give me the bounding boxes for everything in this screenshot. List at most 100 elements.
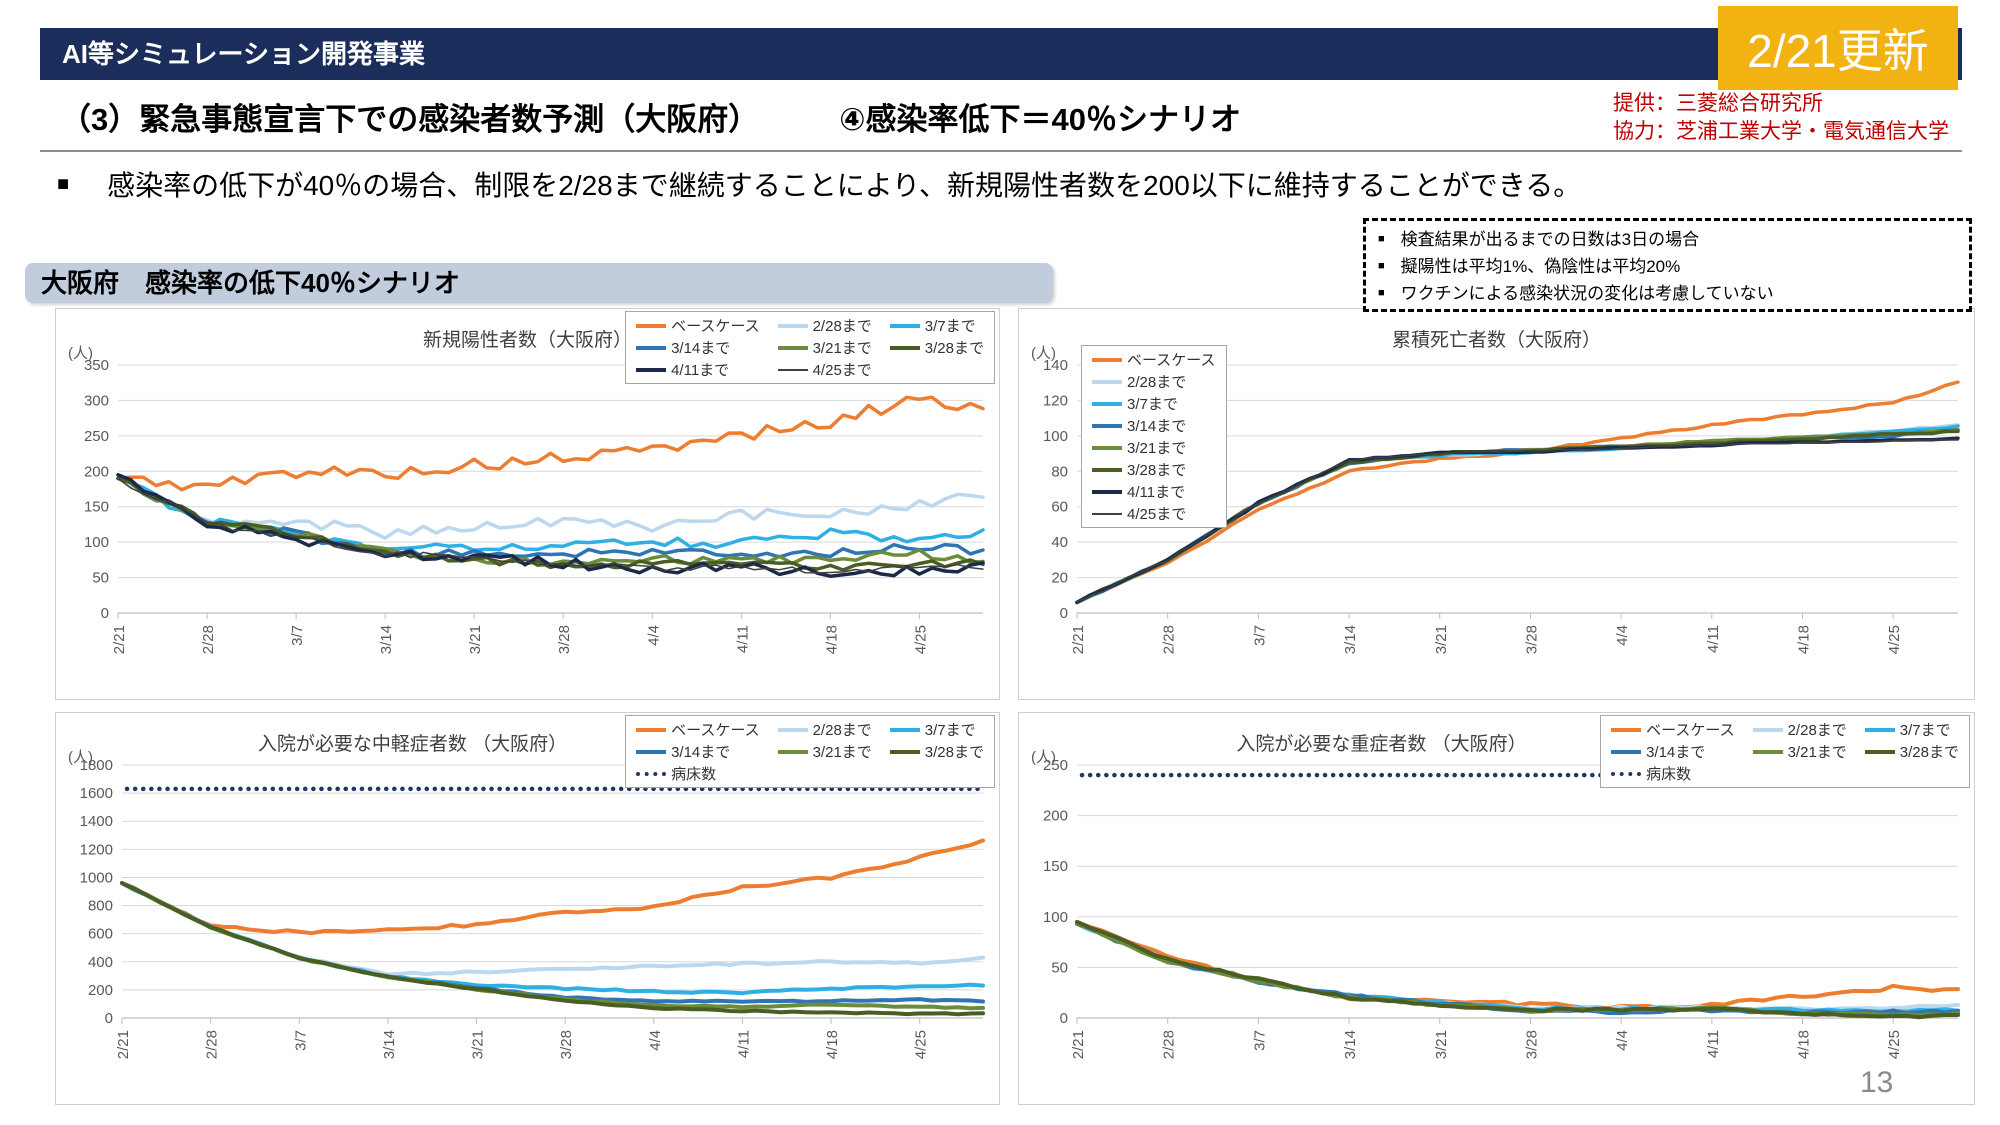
- legend-label: 4/25まで: [812, 362, 872, 379]
- chart-plot-area: 0 50 100 150 200 250 2/21 2/28 3/7 3/14 3/21 3/28 4/…: [1043, 757, 1960, 1059]
- svg-text:200: 200: [1043, 808, 1068, 825]
- svg-text:4/25: 4/25: [1886, 625, 1903, 654]
- legend-swatch-icon: [636, 323, 667, 328]
- legend-item: 3/21まで: [1092, 437, 1216, 458]
- legend-label: ベースケース: [1646, 722, 1735, 739]
- legend-item: 3/28まで: [889, 337, 984, 358]
- legend-item: 3/7まで: [1092, 393, 1216, 414]
- chart-legend: ベースケース 2/28まで 3/7まで 3/14まで 3/21まで 3/28まで 病床数: [1600, 715, 1970, 788]
- svg-text:4/25: 4/25: [1886, 1030, 1903, 1059]
- chart-legend: ベースケース 2/28まで 3/7まで 3/14まで 3/21まで 3/28まで 4/11ま…: [1081, 345, 1227, 528]
- legend-item: 3/7まで: [889, 719, 984, 740]
- svg-text:0: 0: [1060, 1010, 1068, 1027]
- summary-bullet: ■ 感染率の低下が40％の場合、制限を2/28まで継続することにより、新規陽性者…: [57, 164, 1581, 204]
- banner-label: AI等シミュレーション開発事業: [62, 39, 425, 69]
- legend-swatch-icon: [1092, 467, 1122, 472]
- bullet-square-icon: ■: [1378, 287, 1385, 300]
- legend-swatch-icon: [1092, 401, 1122, 406]
- svg-text:3/7: 3/7: [1251, 1030, 1268, 1051]
- page-title-main: （3）緊急事態宣言下での感染者数予測（大阪府）: [60, 102, 760, 137]
- legend-label: 3/7まで: [924, 318, 976, 335]
- y-axis-unit: (人): [1031, 749, 1056, 766]
- svg-text:3/28: 3/28: [558, 1030, 575, 1059]
- legend-item: ベースケース: [636, 315, 760, 336]
- legend-item: 2/28まで: [1092, 371, 1216, 392]
- svg-text:350: 350: [84, 357, 109, 374]
- credit-provider: 提供：三菱総合研究所: [1613, 92, 1823, 115]
- assumption-text: ワクチンによる感染状況の変化は考慮していない: [1400, 284, 1774, 304]
- legend-swatch-icon: [777, 749, 808, 754]
- svg-text:2/21: 2/21: [1070, 1030, 1087, 1059]
- credit-cooperation: 協力：芝浦工業大学・電気通信大学: [1613, 120, 1949, 144]
- svg-text:2/21: 2/21: [115, 1030, 132, 1059]
- svg-text:2/28: 2/28: [200, 625, 217, 654]
- svg-text:1800: 1800: [80, 757, 113, 774]
- summary-text: 感染率の低下が40％の場合、制限を2/28まで継続することにより、新規陽性者数を…: [107, 170, 1582, 201]
- chart-title: 新規陽性者数（大阪府）: [422, 330, 632, 351]
- svg-text:100: 100: [1043, 428, 1068, 445]
- legend-swatch-icon: [889, 345, 920, 350]
- chart-legend: ベースケース 2/28まで 3/7まで 3/14まで 3/21まで 3/28まで 病床数: [625, 715, 995, 788]
- legend-swatch-icon: [1611, 771, 1642, 776]
- svg-text:2/28: 2/28: [204, 1030, 221, 1059]
- svg-text:2/28: 2/28: [1161, 1030, 1178, 1059]
- svg-text:50: 50: [92, 570, 109, 587]
- bullet-square-icon: ■: [1378, 260, 1385, 273]
- legend-swatch-icon: [777, 368, 808, 371]
- svg-text:1400: 1400: [80, 813, 113, 830]
- svg-text:4/4: 4/4: [1614, 1030, 1631, 1051]
- svg-text:3/21: 3/21: [1433, 1030, 1450, 1059]
- assumption-text: 擬陽性は平均1%、偽陰性は平均20%: [1400, 257, 1681, 277]
- legend-label: ベースケース: [671, 722, 760, 739]
- svg-text:2/28: 2/28: [1161, 625, 1178, 654]
- svg-text:4/25: 4/25: [913, 1030, 930, 1059]
- chart-new-positives: (人) 新規陽性者数（大阪府） ベースケース 2/28まで 3/7まで 3/14まで 3…: [55, 308, 1000, 700]
- svg-text:4/11: 4/11: [734, 625, 751, 653]
- legend-swatch-icon: [1611, 749, 1642, 754]
- svg-text:150: 150: [84, 499, 109, 516]
- y-axis-unit: (人): [1031, 345, 1056, 362]
- assumption-item: ■ 検査結果が出るまでの日数は3日の場合: [1378, 226, 1957, 253]
- legend-label: 4/25まで: [1127, 506, 1187, 523]
- legend-item: 3/21まで: [777, 337, 872, 358]
- svg-text:100: 100: [84, 534, 109, 551]
- svg-text:3/28: 3/28: [1523, 625, 1540, 654]
- legend-label: 3/28まで: [1127, 462, 1187, 479]
- svg-text:140: 140: [1043, 357, 1068, 374]
- svg-text:1600: 1600: [80, 785, 113, 802]
- svg-text:250: 250: [1043, 757, 1068, 774]
- legend-label: 3/14まで: [671, 744, 731, 761]
- credits: 提供：三菱総合研究所 協力：芝浦工業大学・電気通信大学: [1613, 90, 1949, 147]
- svg-text:3/7: 3/7: [1251, 625, 1268, 646]
- svg-text:3/28: 3/28: [1523, 1030, 1540, 1059]
- legend-swatch-icon: [636, 749, 667, 754]
- svg-text:4/4: 4/4: [645, 625, 662, 646]
- legend-label: 3/21まで: [812, 340, 872, 357]
- svg-text:3/21: 3/21: [467, 625, 484, 654]
- svg-text:300: 300: [84, 392, 109, 409]
- chart-plot-area: 0 200 400 600 800 1000 1200 1400 1600 1800 2/21 2/2…: [80, 757, 985, 1059]
- legend-swatch-icon: [777, 345, 808, 350]
- svg-text:200: 200: [88, 982, 113, 999]
- svg-text:4/25: 4/25: [912, 625, 929, 654]
- svg-text:400: 400: [88, 954, 113, 971]
- assumption-item: ■ ワクチンによる感染状況の変化は考慮していない: [1378, 280, 1957, 307]
- legend-label: 3/14まで: [671, 340, 731, 357]
- legend-item: 2/28まで: [777, 315, 872, 336]
- legend-item: 4/25まで: [1092, 503, 1216, 524]
- legend-item: ベースケース: [1611, 719, 1735, 740]
- legend-swatch-icon: [1092, 379, 1122, 384]
- svg-text:200: 200: [84, 463, 109, 480]
- legend-swatch-icon: [1092, 512, 1122, 515]
- legend-label: 2/28まで: [812, 318, 872, 335]
- legend-swatch-icon: [777, 323, 808, 328]
- chart-title: 入院が必要な中軽症者数 （大阪府）: [257, 734, 568, 755]
- legend-item: 2/28まで: [1752, 719, 1847, 740]
- svg-text:4/11: 4/11: [735, 1030, 752, 1058]
- update-badge-label: 2/21更新: [1747, 25, 1929, 77]
- legend-item: 病床数: [1611, 763, 1735, 784]
- svg-text:50: 50: [1051, 959, 1068, 976]
- svg-text:3/14: 3/14: [1342, 625, 1359, 654]
- svg-text:3/28: 3/28: [556, 625, 573, 654]
- svg-text:20: 20: [1051, 570, 1068, 587]
